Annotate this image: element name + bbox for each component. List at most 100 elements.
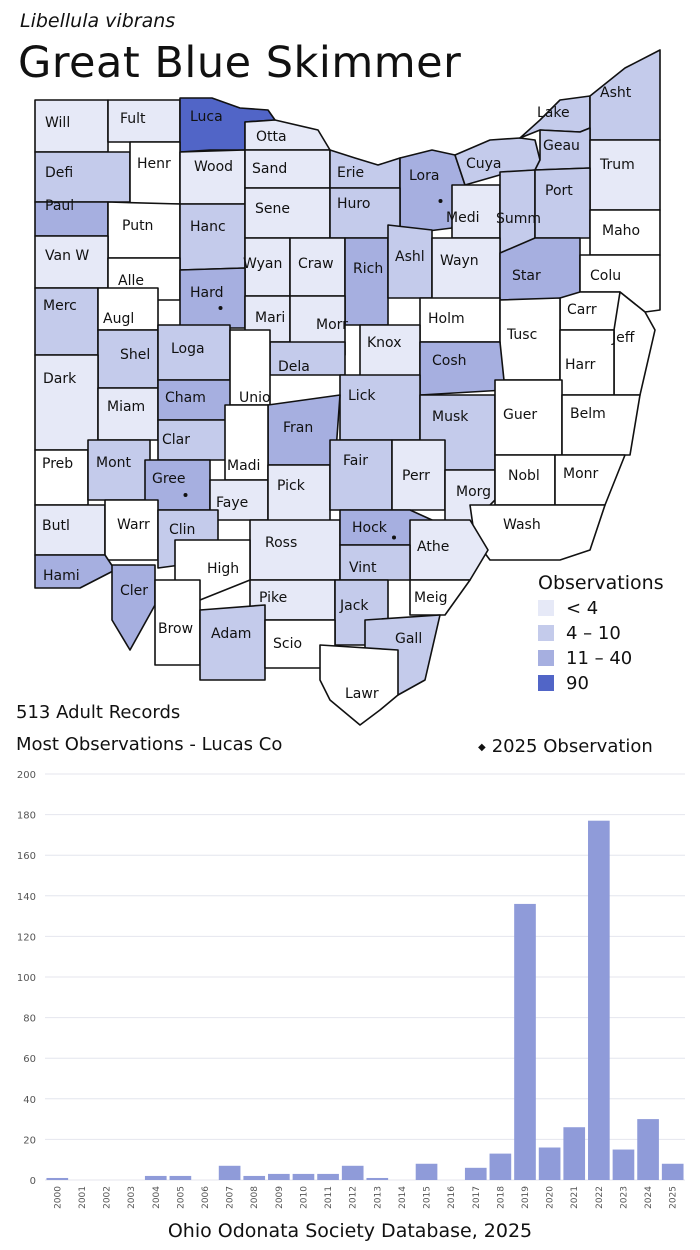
county-meig <box>409 579 471 616</box>
county-belm <box>561 394 641 456</box>
county-label-harr: Harr <box>565 357 596 373</box>
county-label-cosh: Cosh <box>432 353 467 369</box>
x-tick-label: 2023 <box>619 1186 629 1209</box>
county-label-lora: Lora <box>409 168 439 184</box>
x-tick-label: 2008 <box>250 1186 260 1209</box>
county-label-hard: Hard <box>190 285 224 301</box>
county-label-perr: Perr <box>402 468 430 484</box>
county-lawr <box>319 644 399 726</box>
legend-label: 4 – 10 <box>566 622 621 644</box>
county-label-craw: Craw <box>298 256 334 272</box>
county-otta <box>244 119 331 151</box>
county-lick <box>339 374 421 441</box>
county-label-putn: Putn <box>122 218 153 234</box>
y-tick-label: 200 <box>17 770 36 781</box>
legend-label: 90 <box>566 672 589 694</box>
county-label-will: Will <box>45 115 70 131</box>
legend-label: < 4 <box>566 597 599 619</box>
x-tick-label: 2015 <box>423 1186 433 1209</box>
county-label-high: High <box>207 561 239 577</box>
county-label-vint: Vint <box>349 560 377 576</box>
legend-item: 11 – 40 <box>538 648 632 669</box>
county-label-clin: Clin <box>169 522 195 538</box>
county-label-clar: Clar <box>162 432 190 448</box>
observation-2025-dot <box>392 535 396 540</box>
species-name: Libellula vibrans <box>20 10 176 32</box>
y-tick-label: 140 <box>17 892 36 903</box>
x-tick-label: 2024 <box>644 1186 654 1209</box>
y-tick-label: 180 <box>17 811 36 822</box>
county-label-luca: Luca <box>190 109 223 125</box>
county-label-athe: Athe <box>417 539 449 555</box>
county-label-nobl: Nobl <box>508 468 540 484</box>
county-henr <box>129 141 181 205</box>
bar-2015 <box>415 1163 438 1180</box>
bar-2023 <box>612 1149 635 1180</box>
observation-2025-dot <box>218 306 223 310</box>
yearly-bar-chart: 0 20 40 60 80 100 120 140 160 180 200 2000 2001 2002… <box>17 770 685 1209</box>
county-label-colu: Colu <box>590 268 621 284</box>
county-label-sand: Sand <box>252 161 287 177</box>
county-label-preb: Preb <box>42 456 73 472</box>
record-count: 513 Adult Records <box>16 702 181 723</box>
county-label-cuya: Cuya <box>466 156 502 172</box>
x-tick-label: 2006 <box>201 1186 211 1209</box>
county-port <box>534 167 591 239</box>
most-observations: Most Observations - Lucas Co <box>16 734 283 755</box>
county-label-gall: Gall <box>395 631 422 647</box>
county-label-port: Port <box>545 183 573 199</box>
county-dark <box>34 354 99 451</box>
x-tick-label: 2009 <box>275 1186 285 1209</box>
bar-2004 <box>144 1175 167 1180</box>
bar-2009 <box>268 1173 290 1180</box>
county-knox <box>359 324 421 381</box>
observation-2025-dot <box>438 199 443 203</box>
x-tick-label: 2019 <box>521 1186 531 1209</box>
county-label-rich: Rich <box>353 261 383 277</box>
x-tick-label: 2016 <box>447 1186 457 1209</box>
county-label-henr: Henr <box>137 156 171 172</box>
county-label-wood: Wood <box>194 159 233 175</box>
county-label-vanw: Van W <box>45 248 89 264</box>
x-tick-label: 2014 <box>398 1186 408 1209</box>
county-label-pike: Pike <box>259 590 287 606</box>
county-label-jeff: Jeff <box>611 330 635 346</box>
legend-swatch <box>538 600 554 616</box>
bar-2019 <box>514 903 536 1180</box>
county-label-belm: Belm <box>570 406 606 422</box>
x-tick-label: 2025 <box>669 1186 679 1209</box>
county-label-ashl: Ashl <box>395 249 425 265</box>
county-label-mont: Mont <box>96 455 132 471</box>
county-label-guer: Guer <box>503 407 537 423</box>
county-label-defi: Defi <box>45 165 73 181</box>
bar-2022 <box>588 820 610 1180</box>
county-label-wyan: Wyan <box>243 256 282 272</box>
county-label-merc: Merc <box>43 298 77 314</box>
y-tick-label: 20 <box>23 1135 36 1146</box>
x-tick-label: 2013 <box>373 1186 383 1209</box>
y-tick-label: 0 <box>30 1176 36 1187</box>
observation-2025-label: 2025 Observation <box>491 736 653 757</box>
bar-2008 <box>243 1175 266 1180</box>
county-label-dark: Dark <box>43 371 77 387</box>
y-tick-label: 100 <box>17 973 36 984</box>
county-label-loga: Loga <box>171 341 205 357</box>
county-label-jack: Jack <box>339 598 369 614</box>
county-label-asht: Asht <box>600 85 632 101</box>
y-tick-label: 160 <box>17 851 36 862</box>
county-label-medi: Medi <box>446 210 479 226</box>
legend-title: Observations <box>538 572 664 594</box>
county-label-cham: Cham <box>165 390 206 406</box>
x-tick-label: 2000 <box>53 1186 63 1209</box>
y-tick-label: 120 <box>17 932 36 943</box>
bar-2017 <box>464 1167 487 1180</box>
county-label-unio: Unio <box>239 390 271 406</box>
legend-item: 4 – 10 <box>538 622 621 644</box>
county-wayn <box>431 237 501 301</box>
county-label-trum: Trum <box>599 157 635 173</box>
county-label-huro: Huro <box>337 196 370 212</box>
x-tick-label: 2012 <box>349 1186 359 1209</box>
county-label-morr: Morr <box>316 317 348 333</box>
observation-2025-legend: ◆ 2025 Observation <box>478 736 653 757</box>
county-label-lick: Lick <box>348 388 376 404</box>
